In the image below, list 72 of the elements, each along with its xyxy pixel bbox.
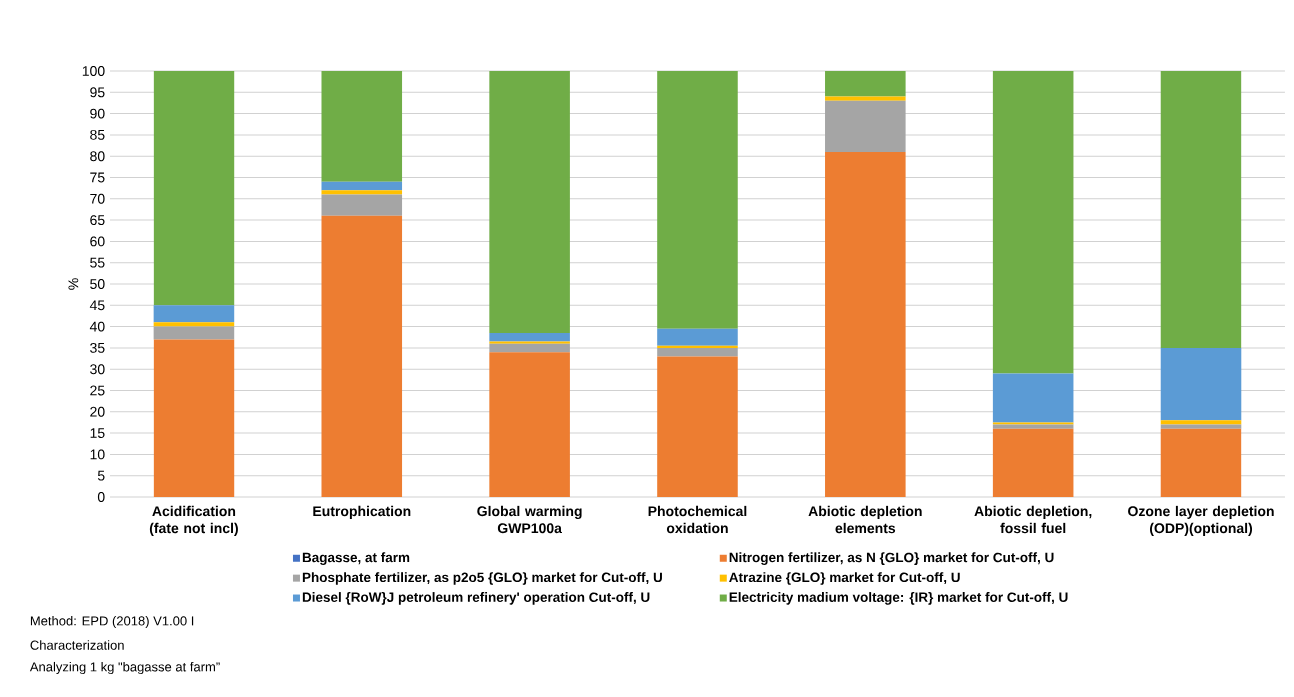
- y-tick-label: 35: [90, 342, 105, 353]
- bar: [489, 352, 570, 497]
- bar: [153, 326, 235, 340]
- bar: [489, 343, 570, 353]
- bar: [825, 96, 906, 101]
- bar: [992, 373, 1074, 423]
- y-tick-label: 95: [90, 87, 105, 98]
- x-tick-label: Abiotic depletion, fossil fuel: [974, 505, 1092, 534]
- y-tick-label: 75: [90, 172, 105, 183]
- bar: [153, 305, 235, 323]
- x-tick-label: Acidification (fate not incl): [149, 505, 238, 536]
- bar: [1160, 420, 1242, 425]
- bar: [489, 341, 570, 344]
- y-tick-label: 55: [90, 257, 105, 268]
- bar: [992, 424, 1074, 429]
- legend-label: Atrazine {GLO} market for Cut-off, U: [729, 572, 960, 585]
- y-tick-label: 15: [90, 428, 105, 438]
- y-tick-label: 45: [89, 300, 105, 311]
- bar: [825, 100, 906, 152]
- y-tick-label: 85: [90, 129, 105, 140]
- y-tick-label: 100: [82, 66, 105, 76]
- bar: [153, 339, 235, 497]
- text: Characterization: [30, 640, 124, 650]
- bar: [992, 428, 1074, 497]
- legend-label: Diesel {RoW}J petroleum refinery' operation Cut-off, U: [302, 592, 650, 605]
- bar: [321, 71, 403, 182]
- bar: [657, 345, 738, 348]
- x-tick-label: Eutrophication: [313, 505, 411, 519]
- x-tick-label: Abiotic depletion elements: [808, 505, 922, 534]
- x-tick-label: Global warming GWP100a: [477, 505, 582, 534]
- y-axis-title: %: [68, 278, 79, 290]
- text: Method: EPD (2018) V1.00 I: [30, 615, 194, 629]
- legend-label: Electricity madium voltage: {IR} market for Cut-off, U: [729, 592, 1068, 605]
- bar: [1160, 71, 1242, 348]
- bar: [1160, 424, 1242, 429]
- legend-label: Nitrogen fertilizer, as N {GLO} market for Cut-off, U: [729, 552, 1054, 565]
- bar: [489, 71, 570, 333]
- bar: [992, 71, 1074, 374]
- bar: [321, 194, 403, 216]
- bar: [657, 356, 738, 497]
- bar: [153, 71, 235, 306]
- legend-label: Phosphate fertilizer, as p2o5 {GLO} market for Cut-off, U: [302, 572, 662, 585]
- bar: [1160, 347, 1242, 421]
- y-tick-label: 5: [97, 470, 105, 481]
- bar: [657, 71, 738, 329]
- bar: [657, 347, 738, 357]
- bar: [992, 422, 1074, 425]
- y-tick-label: 80: [90, 151, 105, 162]
- y-tick-label: 25: [90, 385, 105, 396]
- bar: [825, 151, 906, 497]
- bar: [489, 332, 570, 342]
- y-tick-label: 70: [90, 193, 105, 204]
- bar: [657, 328, 738, 346]
- legend-label: Bagasse, at farm: [302, 552, 410, 565]
- y-tick-label: 65: [90, 215, 105, 226]
- bar: [321, 190, 403, 195]
- bar: [825, 71, 906, 97]
- y-tick-label: 20: [90, 406, 105, 417]
- x-tick-label: Ozone layer depletion (ODP)(optional): [1128, 505, 1274, 536]
- y-tick-label: 0: [97, 492, 105, 502]
- y-tick-label: 40: [89, 321, 105, 332]
- y-tick-label: 60: [90, 236, 105, 247]
- bar: [321, 181, 403, 191]
- bar: [1160, 428, 1242, 497]
- y-tick-label: 50: [90, 279, 105, 289]
- y-tick-label: 90: [90, 108, 105, 119]
- y-tick-label: 10: [90, 449, 105, 460]
- text: Analyzing 1 kg "bagasse at farm”: [29, 661, 220, 675]
- x-tick-label: Photochemical oxidation: [648, 505, 747, 534]
- y-tick-label: 30: [90, 364, 105, 375]
- bar: [153, 322, 235, 327]
- bar: [321, 215, 403, 497]
